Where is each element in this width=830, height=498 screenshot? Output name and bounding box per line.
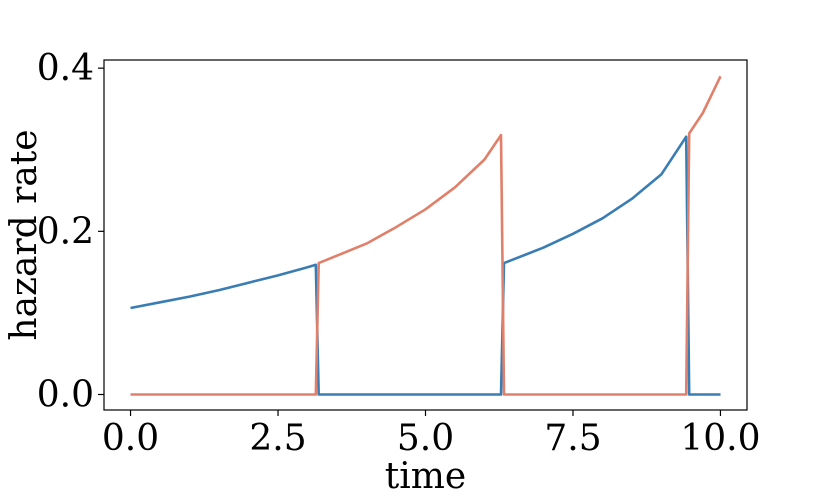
series-line-1 (130, 135, 721, 396)
x-tick-label: 2.5 (249, 418, 306, 459)
x-axis-ticks: 0.0 2.5 5.0 7.5 10.0 (102, 410, 761, 459)
x-axis-label: time (385, 456, 466, 497)
x-tick-label: 10.0 (680, 418, 760, 459)
y-tick-label: 0.4 (37, 48, 94, 89)
x-tick-label: 7.5 (544, 418, 601, 459)
y-tick-label: 0.0 (37, 374, 94, 415)
series-layer (130, 75, 722, 396)
y-axis-label: hazard rate (4, 129, 45, 340)
x-tick-label: 0.0 (102, 418, 159, 459)
x-tick-label: 5.0 (397, 418, 454, 459)
series-line-2 (130, 75, 722, 396)
y-axis-ticks: 0.0 0.2 0.4 (37, 48, 104, 415)
plot-frame (103, 59, 748, 411)
y-tick-label: 0.2 (37, 211, 94, 252)
